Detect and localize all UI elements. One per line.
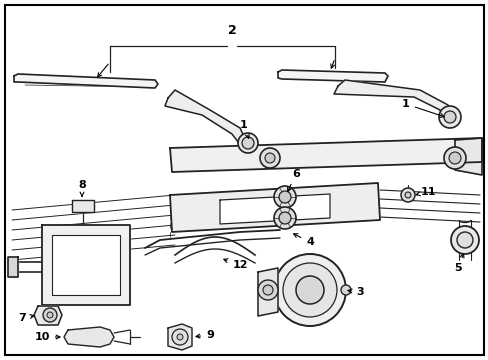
Circle shape [260, 148, 280, 168]
Polygon shape [168, 324, 192, 350]
Circle shape [443, 111, 455, 123]
Circle shape [438, 106, 460, 128]
Circle shape [340, 285, 350, 295]
Polygon shape [42, 225, 130, 305]
Circle shape [279, 212, 290, 224]
Polygon shape [8, 257, 18, 277]
Polygon shape [220, 194, 329, 224]
Polygon shape [258, 268, 278, 316]
Polygon shape [34, 306, 62, 325]
Circle shape [172, 329, 187, 345]
Text: 4: 4 [293, 234, 313, 247]
Text: 11: 11 [415, 187, 435, 197]
Polygon shape [164, 90, 247, 147]
Circle shape [448, 152, 460, 164]
Circle shape [47, 312, 53, 318]
Text: 10: 10 [34, 332, 60, 342]
Circle shape [43, 308, 57, 322]
Polygon shape [170, 138, 481, 172]
Polygon shape [454, 138, 481, 175]
Text: 8: 8 [78, 180, 86, 196]
Text: 1: 1 [401, 99, 443, 117]
Circle shape [242, 137, 253, 149]
Circle shape [238, 133, 258, 153]
Circle shape [283, 263, 336, 317]
Polygon shape [14, 74, 158, 88]
Text: 3: 3 [347, 287, 363, 297]
Circle shape [279, 191, 290, 203]
Polygon shape [170, 183, 379, 232]
Circle shape [273, 207, 295, 229]
Text: 5: 5 [453, 254, 463, 273]
Circle shape [400, 188, 414, 202]
Polygon shape [333, 80, 451, 122]
Text: 12: 12 [224, 259, 247, 270]
Text: 7: 7 [18, 313, 34, 323]
Circle shape [456, 232, 472, 248]
Circle shape [295, 276, 324, 304]
Polygon shape [72, 200, 94, 212]
Circle shape [273, 254, 346, 326]
Circle shape [450, 226, 478, 254]
Circle shape [258, 280, 278, 300]
Text: 9: 9 [196, 330, 214, 340]
Circle shape [443, 147, 465, 169]
Text: 1: 1 [240, 120, 249, 138]
Circle shape [273, 186, 295, 208]
Text: 6: 6 [287, 169, 299, 192]
Polygon shape [278, 70, 387, 82]
Polygon shape [64, 327, 114, 347]
Circle shape [404, 192, 410, 198]
Polygon shape [52, 235, 120, 295]
Circle shape [264, 153, 274, 163]
Circle shape [263, 285, 272, 295]
Circle shape [177, 334, 183, 340]
Text: 2: 2 [227, 23, 236, 36]
